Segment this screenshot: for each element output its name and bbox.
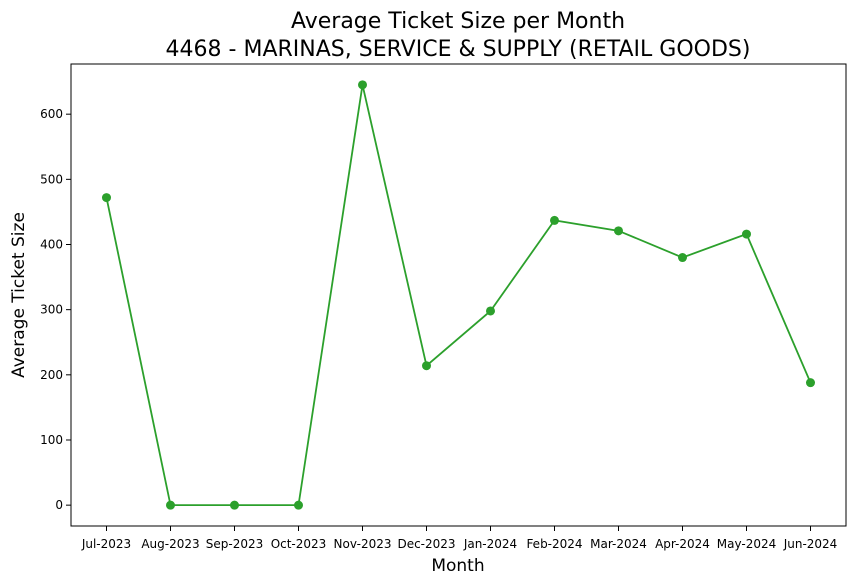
y-tick-label: 100 — [40, 433, 63, 447]
series-line — [105, 84, 812, 507]
plot-area — [70, 63, 847, 527]
y-tick-label: 500 — [40, 172, 63, 186]
data-point — [422, 361, 431, 371]
x-tick-label: Jul-2023 — [81, 537, 131, 551]
data-point — [230, 500, 239, 510]
y-axis-label: Average Ticket Size — [9, 212, 29, 378]
x-tick-label: Jun-2024 — [783, 537, 838, 551]
data-point — [550, 215, 559, 225]
x-axis-ticks: Jul-2023 Aug-2023 Sep-2023 Oct-2023 Nov-2023… — [81, 526, 837, 551]
data-point — [806, 378, 815, 388]
data-point — [294, 500, 303, 510]
x-tick-label: Oct-2023 — [271, 537, 327, 551]
x-axis-label: Month — [431, 556, 484, 576]
x-tick-label: Mar-2024 — [590, 537, 647, 551]
data-point — [102, 193, 111, 203]
data-point — [678, 253, 687, 263]
x-tick-label: Feb-2024 — [526, 537, 582, 551]
series-points — [102, 80, 815, 510]
data-point — [358, 80, 367, 90]
chart-title: Average Ticket Size per Month — [291, 9, 625, 34]
x-tick-label: Aug-2023 — [141, 537, 199, 551]
data-point — [166, 500, 175, 510]
y-tick-label: 200 — [40, 368, 63, 382]
x-tick-label: Sep-2023 — [206, 537, 264, 551]
y-tick-label: 400 — [40, 237, 63, 251]
x-tick-label: Jan-2024 — [463, 537, 517, 551]
data-point — [614, 226, 623, 236]
y-tick-label: 300 — [40, 303, 63, 317]
y-tick-label: 600 — [40, 107, 63, 121]
data-point — [486, 306, 495, 316]
chart-subtitle: 4468 - MARINAS, SERVICE & SUPPLY (RETAIL… — [166, 37, 751, 62]
y-axis-ticks: 0 100 200 300 400 500 600 — [40, 107, 71, 512]
x-tick-label: Nov-2023 — [334, 537, 392, 551]
x-tick-label: Apr-2024 — [655, 537, 710, 551]
data-point — [742, 229, 751, 239]
x-tick-label: Dec-2023 — [397, 537, 455, 551]
x-tick-label: May-2024 — [717, 537, 776, 551]
y-tick-label: 0 — [55, 498, 63, 512]
